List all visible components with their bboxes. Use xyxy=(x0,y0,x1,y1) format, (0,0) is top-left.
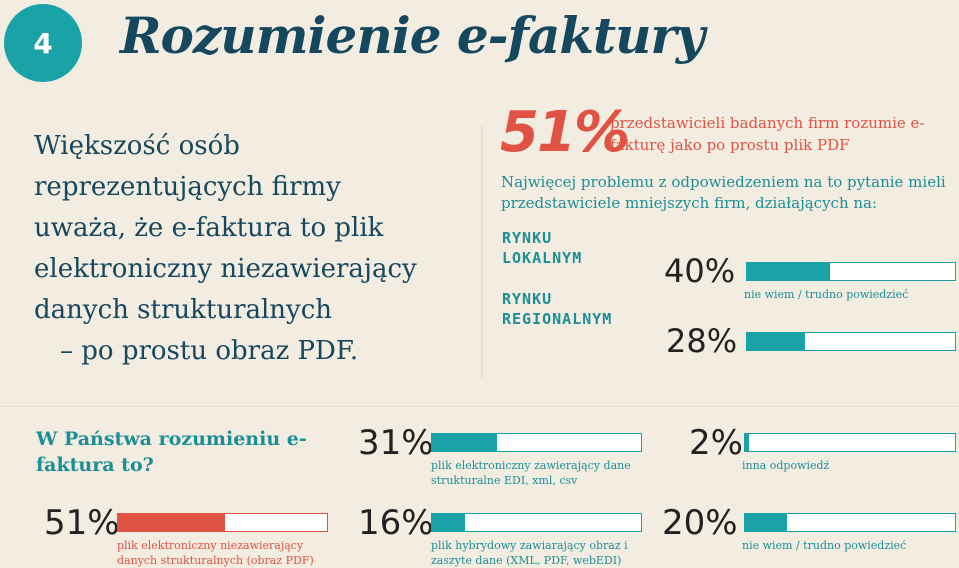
answer-bar-fill xyxy=(745,434,750,451)
vertical-divider xyxy=(481,126,483,378)
answer-bar xyxy=(431,433,642,452)
answer-label: inna odpowiedź xyxy=(742,459,830,472)
page-title: Rozumienie e-faktury xyxy=(120,6,705,65)
answer-label: plik elektroniczny zawierający dane stru… xyxy=(431,459,631,487)
highlight-percent: 51% xyxy=(500,100,630,165)
category-label: RYNKU xyxy=(502,290,553,308)
answer-bar xyxy=(117,513,328,532)
answer-percent: 2% xyxy=(689,423,743,463)
category-label: LOKALNYM xyxy=(502,249,583,267)
category-regional: RYNKU REGIONALNYM xyxy=(502,289,612,329)
local-bar xyxy=(746,262,956,281)
regional-percent: 28% xyxy=(666,322,738,360)
intro-line: – po prostu obraz PDF. xyxy=(60,336,359,366)
intro-line: danych strukturalnych xyxy=(34,295,333,325)
answer-bar xyxy=(744,513,956,532)
horizontal-divider xyxy=(0,406,959,407)
bar-note: nie wiem / trudno powiedzieć xyxy=(744,288,909,301)
answer-bar-fill xyxy=(432,434,497,451)
local-percent: 40% xyxy=(664,252,736,290)
intro-line: Większość osób xyxy=(34,131,240,161)
highlight-caption: przedstawicieli badanych firm rozumie e-… xyxy=(610,114,925,154)
intro-text: Większość osób reprezentujących firmy uw… xyxy=(34,126,474,372)
intro-line: elektroniczny niezawierający xyxy=(34,254,417,284)
answer-label: nie wiem / trudno powiedzieć xyxy=(742,539,907,552)
answer-bar xyxy=(744,433,956,452)
problem-text: Najwięcej problemu z odpowiedzeniem na t… xyxy=(501,173,946,212)
regional-bar xyxy=(746,332,956,351)
category-label: REGIONALNYM xyxy=(502,310,613,328)
category-local: RYNKU LOKALNYM xyxy=(502,228,582,268)
answer-percent: 20% xyxy=(662,503,738,543)
category-label: RYNKU xyxy=(502,229,553,247)
answer-percent: 31% xyxy=(358,423,434,463)
intro-line: reprezentujących firmy xyxy=(34,172,341,202)
answer-bar-fill xyxy=(432,514,466,531)
answer-label: plik elektroniczny niezawierający danych… xyxy=(117,539,314,567)
answer-percent: 51% xyxy=(44,503,120,543)
intro-line: uważa, że e-faktura to plik xyxy=(34,213,384,243)
local-bar-fill xyxy=(747,263,831,280)
answer-percent: 16% xyxy=(358,503,434,543)
answer-label: plik hybrydowy zawiarający obraz i zaszy… xyxy=(431,539,628,567)
answer-bar xyxy=(431,513,642,532)
section-number-badge: 4 xyxy=(4,4,82,82)
question-title: W Państwa rozumieniu e-faktura to? xyxy=(36,428,307,476)
answer-bar-fill xyxy=(118,514,225,531)
regional-bar-fill xyxy=(747,333,806,350)
answer-bar-fill xyxy=(745,514,787,531)
